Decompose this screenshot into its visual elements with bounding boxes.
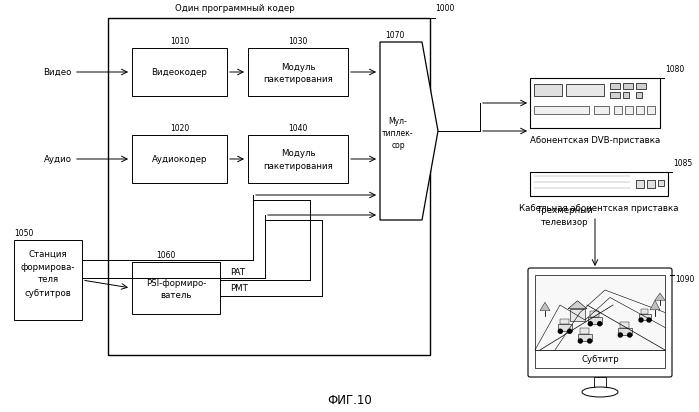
Text: Субтитр: Субтитр bbox=[581, 354, 619, 363]
Text: Кабельная абонентская приставка: Кабельная абонентская приставка bbox=[519, 204, 679, 213]
Text: 1000: 1000 bbox=[435, 4, 454, 13]
Text: 1010: 1010 bbox=[170, 37, 189, 46]
Bar bbox=[618, 328, 632, 335]
Circle shape bbox=[589, 322, 592, 326]
Text: теля: теля bbox=[38, 276, 59, 285]
Bar bbox=[535, 350, 665, 368]
Circle shape bbox=[588, 339, 591, 343]
Polygon shape bbox=[655, 293, 665, 300]
Bar bbox=[248, 48, 348, 96]
Bar bbox=[561, 318, 569, 324]
Ellipse shape bbox=[582, 387, 618, 397]
Bar bbox=[623, 83, 633, 89]
Text: 1080: 1080 bbox=[665, 65, 684, 74]
Text: PMT: PMT bbox=[230, 284, 248, 293]
Bar bbox=[636, 92, 642, 98]
Circle shape bbox=[578, 339, 582, 343]
Text: Абонентская DVB-приставка: Абонентская DVB-приставка bbox=[530, 136, 660, 145]
Text: Один программный кодер: Один программный кодер bbox=[175, 4, 295, 13]
Text: 1085: 1085 bbox=[673, 159, 692, 168]
Text: сор: сор bbox=[391, 140, 405, 150]
Bar bbox=[566, 84, 604, 96]
Bar bbox=[594, 106, 609, 114]
Bar bbox=[588, 317, 602, 324]
Polygon shape bbox=[540, 302, 550, 311]
Circle shape bbox=[598, 322, 602, 326]
Bar bbox=[610, 83, 620, 89]
Bar bbox=[132, 135, 227, 183]
Bar bbox=[625, 106, 633, 114]
Text: Трехмерный: Трехмерный bbox=[537, 206, 593, 215]
Text: PSI-формиро-: PSI-формиро- bbox=[146, 279, 206, 288]
Text: пакетирования: пакетирования bbox=[263, 75, 333, 84]
Text: PAT: PAT bbox=[230, 268, 245, 277]
Text: Видеокодер: Видеокодер bbox=[152, 68, 208, 77]
Text: ФИГ.10: ФИГ.10 bbox=[328, 393, 373, 407]
Bar bbox=[14, 240, 82, 320]
Text: Модуль: Модуль bbox=[281, 63, 315, 72]
Bar bbox=[636, 106, 644, 114]
Bar bbox=[570, 309, 585, 321]
FancyBboxPatch shape bbox=[528, 268, 672, 377]
Bar bbox=[558, 324, 572, 331]
Text: субтитров: субтитров bbox=[24, 288, 71, 297]
Text: 1090: 1090 bbox=[675, 275, 694, 284]
Bar bbox=[578, 334, 592, 341]
Circle shape bbox=[628, 333, 632, 337]
Bar bbox=[636, 180, 644, 188]
Text: телевизор: телевизор bbox=[541, 218, 589, 227]
Polygon shape bbox=[380, 42, 438, 220]
Bar bbox=[108, 18, 430, 355]
Text: Видео: Видео bbox=[43, 68, 72, 77]
Polygon shape bbox=[650, 300, 660, 310]
Bar bbox=[535, 275, 665, 350]
Bar bbox=[636, 83, 646, 89]
Bar bbox=[530, 78, 660, 128]
Text: 1030: 1030 bbox=[288, 37, 308, 46]
Bar bbox=[658, 180, 664, 186]
Bar bbox=[620, 323, 628, 328]
Text: 1020: 1020 bbox=[170, 124, 189, 133]
Text: Аудиокодер: Аудиокодер bbox=[152, 154, 207, 164]
Circle shape bbox=[619, 333, 622, 337]
Circle shape bbox=[639, 318, 643, 322]
Text: 1060: 1060 bbox=[157, 251, 175, 260]
Text: 1050: 1050 bbox=[14, 229, 34, 238]
Text: Модуль: Модуль bbox=[281, 150, 315, 159]
Circle shape bbox=[568, 329, 572, 333]
Bar bbox=[594, 377, 606, 387]
Bar bbox=[647, 180, 655, 188]
Text: Станция: Станция bbox=[29, 250, 67, 258]
Bar bbox=[623, 92, 629, 98]
Bar bbox=[132, 48, 227, 96]
Text: Аудио: Аудио bbox=[44, 154, 72, 164]
Polygon shape bbox=[568, 301, 587, 309]
Text: ватель: ватель bbox=[160, 290, 192, 300]
Bar bbox=[591, 311, 599, 317]
Text: Мул-: Мул- bbox=[389, 117, 408, 126]
Bar bbox=[639, 314, 651, 320]
Circle shape bbox=[559, 329, 562, 333]
Text: 1070: 1070 bbox=[385, 31, 405, 40]
Circle shape bbox=[647, 318, 651, 322]
Text: формирова-: формирова- bbox=[21, 262, 75, 272]
Bar bbox=[530, 172, 668, 196]
Text: 1040: 1040 bbox=[288, 124, 308, 133]
Bar bbox=[534, 84, 562, 96]
Bar bbox=[641, 309, 648, 314]
Bar bbox=[132, 262, 220, 314]
Bar bbox=[610, 92, 620, 98]
Bar bbox=[580, 328, 589, 334]
Bar bbox=[614, 106, 622, 114]
Bar bbox=[534, 106, 589, 114]
Text: пакетирования: пакетирования bbox=[263, 162, 333, 171]
Bar bbox=[647, 106, 655, 114]
Text: типлек-: типлек- bbox=[382, 129, 414, 138]
Bar bbox=[248, 135, 348, 183]
